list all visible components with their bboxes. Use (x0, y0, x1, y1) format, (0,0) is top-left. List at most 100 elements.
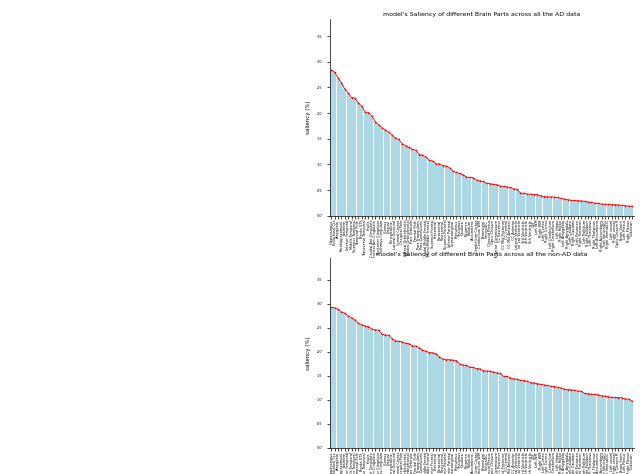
Bar (596, 395, 600, 448)
Bar (519, 381, 522, 448)
Bar (485, 371, 488, 448)
Bar (623, 399, 627, 448)
Bar (590, 394, 593, 448)
Bar (525, 381, 529, 448)
Bar (556, 197, 559, 216)
Bar (360, 106, 364, 216)
Bar (512, 189, 515, 216)
Bar (330, 70, 333, 216)
Bar (499, 374, 502, 448)
Bar (347, 93, 349, 216)
Bar (536, 195, 539, 216)
Bar (570, 390, 573, 448)
Bar (431, 161, 434, 216)
Bar (458, 173, 461, 216)
Bar (461, 365, 465, 448)
Bar (340, 312, 343, 448)
Bar (337, 309, 340, 448)
Bar (384, 130, 387, 216)
Bar (441, 165, 444, 216)
Bar (451, 360, 454, 448)
Bar (374, 122, 377, 216)
Bar (620, 205, 623, 216)
Bar (468, 177, 471, 216)
Bar (485, 183, 488, 216)
Bar (340, 83, 343, 216)
Bar (404, 146, 407, 216)
Bar (435, 164, 438, 216)
Bar (455, 173, 458, 216)
Bar (445, 166, 447, 216)
Bar (478, 181, 481, 216)
Bar (411, 346, 414, 448)
Bar (472, 178, 475, 216)
Bar (458, 364, 461, 448)
Bar (583, 201, 586, 216)
Bar (522, 381, 525, 448)
Bar (367, 112, 370, 216)
Bar (604, 204, 607, 216)
Bar (461, 175, 465, 216)
Bar (488, 371, 492, 448)
Bar (465, 365, 468, 448)
Bar (566, 390, 569, 448)
Bar (333, 73, 336, 216)
Bar (408, 344, 410, 448)
Bar (478, 369, 481, 448)
Bar (502, 376, 505, 448)
Bar (401, 342, 404, 448)
Bar (614, 397, 616, 448)
Bar (627, 399, 630, 448)
Bar (472, 367, 475, 448)
Bar (623, 206, 627, 216)
Title: model's Saliency of different Brain Parts across all the AD data: model's Saliency of different Brain Part… (383, 12, 580, 17)
Bar (607, 204, 610, 216)
Bar (630, 206, 634, 216)
Bar (600, 396, 603, 448)
Bar (350, 98, 353, 216)
Bar (350, 318, 353, 448)
Bar (417, 155, 420, 216)
Bar (475, 180, 478, 216)
Bar (377, 125, 380, 216)
Y-axis label: saliency (%): saliency (%) (306, 100, 311, 134)
Bar (549, 386, 552, 448)
Bar (333, 308, 336, 448)
Bar (546, 197, 549, 216)
Bar (390, 339, 394, 448)
Bar (445, 360, 447, 448)
Bar (371, 329, 373, 448)
Bar (630, 401, 634, 448)
Bar (543, 385, 546, 448)
Bar (356, 103, 360, 216)
Bar (488, 183, 492, 216)
Bar (441, 359, 444, 448)
Bar (451, 171, 454, 216)
Bar (353, 98, 356, 216)
Bar (539, 384, 542, 448)
Bar (364, 326, 367, 448)
Bar (516, 379, 518, 448)
Bar (337, 78, 340, 216)
Bar (617, 398, 620, 448)
Bar (556, 387, 559, 448)
Bar (522, 193, 525, 216)
Bar (347, 316, 349, 448)
Bar (468, 367, 471, 448)
Bar (563, 389, 566, 448)
Bar (384, 335, 387, 448)
Bar (583, 393, 586, 448)
Bar (499, 186, 502, 216)
Bar (620, 398, 623, 448)
Bar (529, 383, 532, 448)
Bar (394, 341, 397, 448)
Bar (495, 373, 499, 448)
Bar (590, 202, 593, 216)
Bar (343, 89, 346, 216)
Bar (390, 135, 394, 216)
Bar (448, 360, 451, 448)
Bar (330, 308, 333, 448)
Bar (600, 204, 603, 216)
Bar (607, 397, 610, 448)
Bar (404, 343, 407, 448)
